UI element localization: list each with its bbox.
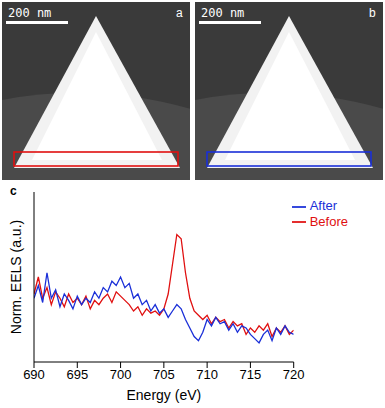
svg-text:b: b [369, 6, 376, 20]
svg-text:705: 705 [153, 367, 175, 382]
svg-text:710: 710 [196, 367, 218, 382]
html-text:Before: Before [309, 213, 348, 229]
svg-text:a: a [176, 6, 183, 20]
svg-text:Norm. EELS (a.u.): Norm. EELS (a.u.) [8, 220, 24, 334]
svg-text:690: 690 [23, 367, 45, 382]
svg-text:700: 700 [110, 367, 132, 382]
html-text:c: c [10, 184, 17, 198]
svg-text:715: 715 [240, 367, 262, 382]
svg-text:Energy (eV): Energy (eV) [126, 387, 201, 403]
svg-text:695: 695 [66, 367, 88, 382]
svg-text:720: 720 [283, 367, 305, 382]
html-text:After: After [309, 198, 338, 213]
svg-text:200 nm: 200 nm [8, 6, 51, 20]
svg-text:200 nm: 200 nm [201, 6, 244, 20]
